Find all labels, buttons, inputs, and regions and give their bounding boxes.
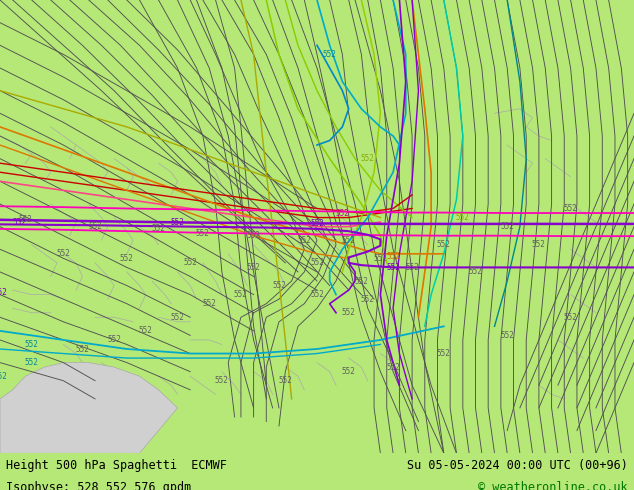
Text: 552: 552 — [405, 263, 419, 272]
Text: 552: 552 — [215, 376, 229, 385]
Text: 552: 552 — [564, 204, 578, 213]
Text: 552: 552 — [234, 290, 248, 299]
Text: Isophyse: 528 552 576 gpdm: Isophyse: 528 552 576 gpdm — [6, 481, 191, 490]
Text: 552: 552 — [310, 219, 324, 228]
Text: 552: 552 — [564, 313, 578, 322]
Polygon shape — [0, 363, 178, 453]
Text: 552: 552 — [171, 313, 184, 322]
Text: 552: 552 — [247, 231, 261, 240]
Text: 552: 552 — [354, 276, 368, 286]
Text: 552: 552 — [196, 229, 210, 238]
Text: 552: 552 — [342, 236, 356, 245]
Text: 552: 552 — [247, 263, 261, 272]
Text: 552: 552 — [25, 340, 39, 349]
Text: 552: 552 — [18, 215, 32, 224]
Text: Height 500 hPa Spaghetti  ECMWF: Height 500 hPa Spaghetti ECMWF — [6, 459, 227, 472]
Text: 552: 552 — [120, 254, 134, 263]
Text: 552: 552 — [310, 258, 324, 268]
Text: 552: 552 — [386, 251, 400, 261]
Text: 552: 552 — [272, 281, 286, 290]
Text: 552: 552 — [75, 344, 89, 353]
Text: 552: 552 — [171, 218, 184, 226]
Text: 552: 552 — [361, 154, 375, 163]
Text: 552: 552 — [500, 331, 514, 340]
Text: 552: 552 — [297, 236, 311, 245]
Text: 552: 552 — [386, 263, 400, 272]
Text: 552: 552 — [152, 224, 165, 233]
Text: Su 05-05-2024 00:00 UTC (00+96): Su 05-05-2024 00:00 UTC (00+96) — [407, 459, 628, 472]
Text: 552: 552 — [456, 213, 470, 222]
Text: 552: 552 — [342, 308, 356, 317]
Text: 552: 552 — [202, 299, 216, 308]
Text: 552: 552 — [12, 218, 26, 226]
Text: 552: 552 — [310, 290, 324, 299]
Text: 552: 552 — [323, 50, 337, 59]
Text: 552: 552 — [373, 254, 387, 263]
Text: 552: 552 — [25, 358, 39, 367]
Text: 552: 552 — [437, 349, 451, 358]
Text: 552: 552 — [469, 268, 482, 276]
Text: 552: 552 — [361, 294, 375, 304]
Text: 552: 552 — [500, 222, 514, 231]
Text: 552: 552 — [532, 240, 546, 249]
Text: 552: 552 — [88, 222, 102, 231]
Text: 552: 552 — [278, 376, 292, 385]
Text: 552: 552 — [386, 363, 400, 371]
Text: 552: 552 — [139, 326, 153, 335]
Text: 552: 552 — [437, 240, 451, 249]
Text: 552: 552 — [56, 249, 70, 258]
Text: 552: 552 — [0, 288, 7, 297]
Text: 552: 552 — [342, 367, 356, 376]
Text: © weatheronline.co.uk: © weatheronline.co.uk — [478, 481, 628, 490]
Text: 552: 552 — [107, 336, 121, 344]
Text: 552: 552 — [0, 372, 7, 381]
Text: 552: 552 — [183, 258, 197, 268]
Text: 552: 552 — [335, 209, 349, 218]
